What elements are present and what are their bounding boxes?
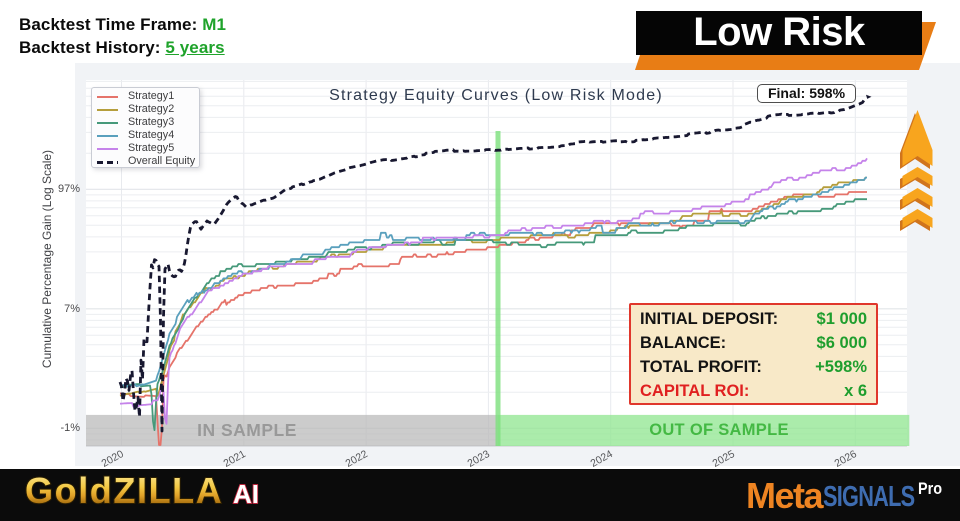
svg-text:GoldZILLA: GoldZILLA (25, 470, 223, 511)
svg-text:AI: AI (233, 479, 259, 509)
svg-text:AI: AI (233, 479, 259, 509)
